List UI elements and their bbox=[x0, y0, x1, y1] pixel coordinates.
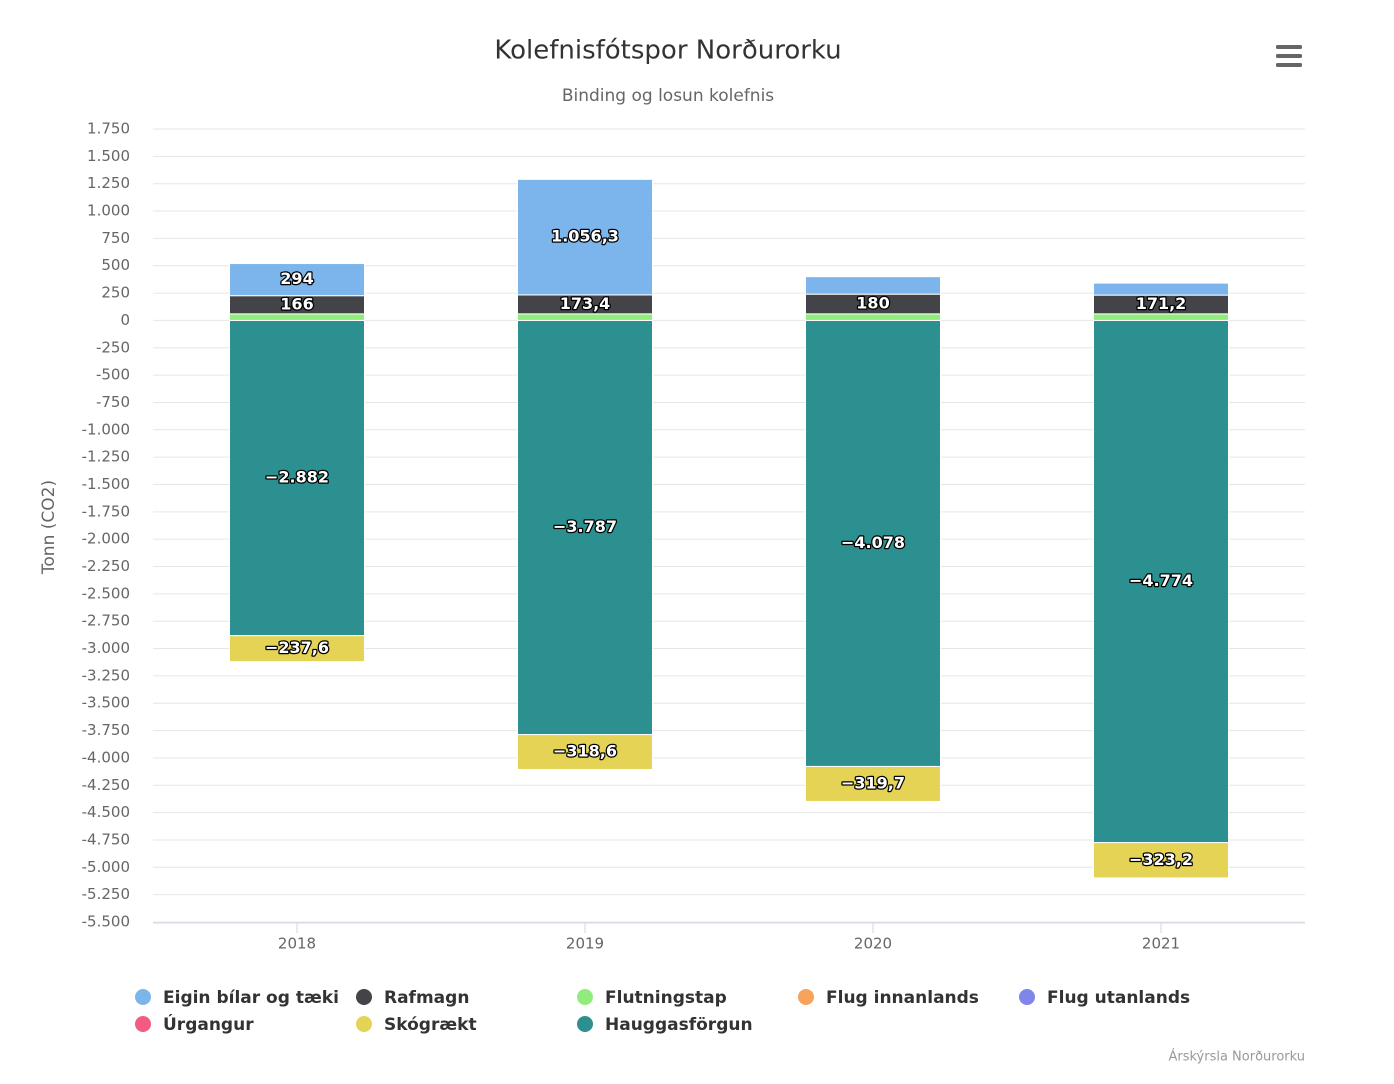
y-tick-label: 1.250 bbox=[87, 174, 130, 192]
data-label: −323,2 bbox=[1129, 850, 1193, 869]
y-tick-label: -4.000 bbox=[82, 748, 130, 766]
legend-symbol bbox=[577, 989, 593, 1005]
data-label: 1.056,3 bbox=[551, 227, 619, 246]
y-tick-label: -5.250 bbox=[82, 885, 130, 903]
legend-symbol bbox=[135, 1016, 151, 1032]
data-label: −4.774 bbox=[1129, 571, 1193, 590]
y-tick-label: -3.000 bbox=[82, 639, 130, 657]
y-tick-label: -250 bbox=[96, 338, 130, 356]
legend-symbol bbox=[356, 989, 372, 1005]
y-tick-label: -2.500 bbox=[82, 584, 130, 602]
legend-label: Flug utanlands bbox=[1047, 988, 1190, 1008]
x-tick-label: 2018 bbox=[278, 935, 316, 953]
data-label: 294 bbox=[280, 269, 313, 288]
y-tick-label: -1.500 bbox=[82, 475, 130, 493]
menu-line bbox=[1276, 63, 1302, 67]
x-tick-label: 2019 bbox=[566, 935, 604, 953]
bar-segment bbox=[229, 313, 365, 321]
bar-segment bbox=[1093, 319, 1229, 844]
data-label: 180 bbox=[856, 294, 889, 313]
y-tick-label: -2.250 bbox=[82, 557, 130, 575]
bar-segment bbox=[805, 276, 941, 295]
data-label: −237,6 bbox=[265, 638, 329, 657]
chart-subtitle: Binding og losun kolefnis bbox=[562, 86, 774, 106]
data-label: 166 bbox=[280, 294, 313, 313]
legend-label: Hauggasförgun bbox=[605, 1015, 753, 1035]
legend-label: Rafmagn bbox=[384, 988, 469, 1008]
y-tick-label: 1.750 bbox=[87, 120, 130, 138]
bar-segment bbox=[517, 313, 653, 321]
data-label: 171,2 bbox=[1136, 294, 1187, 313]
bar-segment bbox=[1093, 282, 1229, 296]
y-tick-label: -1.250 bbox=[82, 448, 130, 466]
y-tick-label: -2.750 bbox=[82, 612, 130, 630]
x-tick-label: 2020 bbox=[854, 935, 892, 953]
menu-line bbox=[1276, 45, 1302, 49]
legend-label: Flug innanlands bbox=[826, 988, 979, 1008]
y-tick-label: 250 bbox=[101, 284, 130, 302]
y-tick-label: 1.000 bbox=[87, 202, 130, 220]
y-tick-label: 500 bbox=[101, 256, 130, 274]
menu-line bbox=[1276, 54, 1302, 58]
legend-label: Eigin bílar og tæki bbox=[163, 988, 339, 1008]
y-tick-label: -1.000 bbox=[82, 420, 130, 438]
y-tick-label: -4.750 bbox=[82, 830, 130, 848]
data-label: −318,6 bbox=[553, 742, 617, 761]
y-tick-label: -4.500 bbox=[82, 803, 130, 821]
menu-button[interactable] bbox=[1276, 45, 1302, 67]
data-label: −319,7 bbox=[841, 773, 905, 792]
data-label: −4.078 bbox=[841, 533, 905, 552]
y-tick-label: 0 bbox=[120, 311, 130, 329]
y-tick-label: -5.500 bbox=[82, 913, 130, 931]
legend-symbol bbox=[577, 1016, 593, 1032]
y-tick-label: 1.500 bbox=[87, 147, 130, 165]
legend-symbol bbox=[135, 989, 151, 1005]
bar-segment bbox=[1093, 842, 1229, 879]
chart-title: Kolefnisfótspor Norðurorku bbox=[494, 36, 841, 66]
bar-segment bbox=[805, 765, 941, 802]
y-tick-label: -500 bbox=[96, 366, 130, 384]
legend-symbol bbox=[356, 1016, 372, 1032]
legend-symbol bbox=[798, 989, 814, 1005]
legend-label: Skógrækt bbox=[384, 1015, 477, 1035]
y-tick-label: -3.500 bbox=[82, 694, 130, 712]
y-tick-label: -5.000 bbox=[82, 858, 130, 876]
bar-segment bbox=[229, 635, 365, 663]
y-tick-label: -2.000 bbox=[82, 530, 130, 548]
bar-segment bbox=[229, 319, 365, 637]
bar-segment bbox=[1093, 313, 1229, 321]
legend-label: Flutningstap bbox=[605, 988, 727, 1008]
y-tick-label: -3.750 bbox=[82, 721, 130, 739]
data-label: −3.787 bbox=[553, 517, 617, 536]
bar-segment bbox=[229, 263, 365, 297]
legend-label: Úrgangur bbox=[163, 1013, 254, 1035]
bar-segment bbox=[517, 319, 653, 736]
bar-segment bbox=[517, 734, 653, 770]
credits: Árskýrsla Norðurorku bbox=[1168, 1049, 1305, 1065]
x-tick-label: 2021 bbox=[1142, 935, 1180, 953]
data-label: −2.882 bbox=[265, 468, 329, 487]
y-tick-label: -750 bbox=[96, 393, 130, 411]
y-tick-label: 750 bbox=[101, 229, 130, 247]
y-tick-label: -3.250 bbox=[82, 666, 130, 684]
data-label: 173,4 bbox=[560, 294, 611, 313]
bar-segment bbox=[805, 313, 941, 321]
bar-segment bbox=[517, 178, 653, 296]
y-tick-label: -1.750 bbox=[82, 502, 130, 520]
y-axis-title: Tonn (CO2) bbox=[39, 480, 59, 575]
y-tick-label: -4.250 bbox=[82, 776, 130, 794]
legend-symbol bbox=[1019, 989, 1035, 1005]
